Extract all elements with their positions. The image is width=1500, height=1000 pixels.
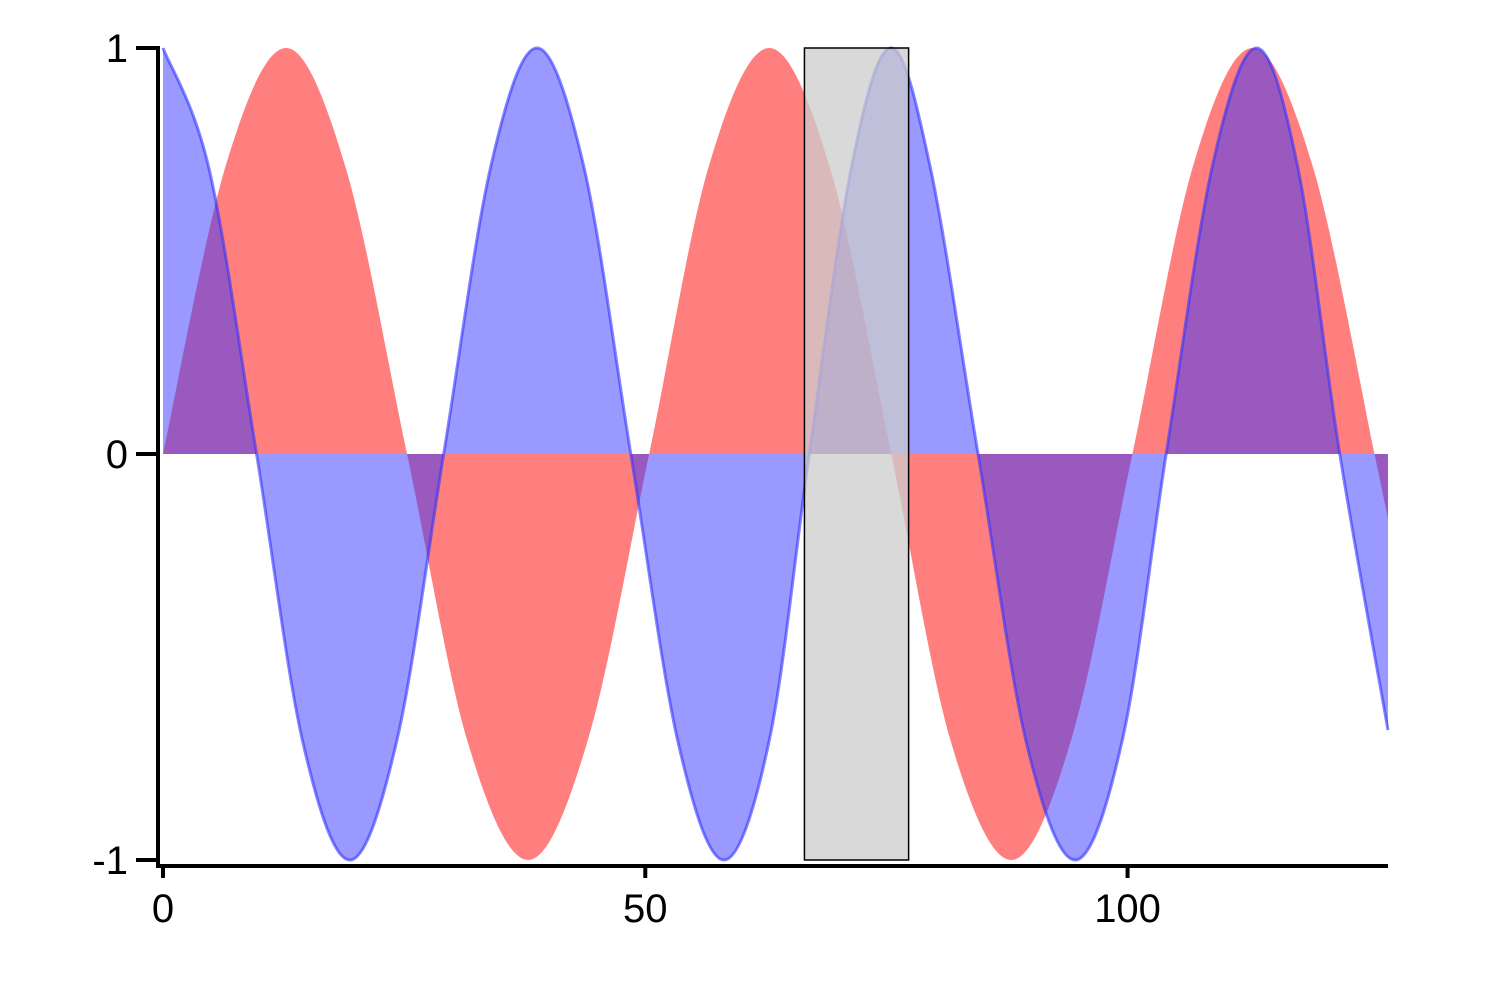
y-tick-label: 0 — [106, 433, 128, 477]
series-2-line — [161, 46, 1390, 862]
x-tick-label: 100 — [1094, 887, 1161, 931]
series-2-area — [163, 47, 1388, 861]
x-tick-label: 0 — [152, 887, 174, 931]
y-tick-label: -1 — [92, 839, 128, 883]
highlight-band — [803, 47, 910, 861]
tick-layer: 0 50 100 1 0 -1 — [92, 27, 1161, 931]
highlight-band-layer — [803, 47, 910, 861]
y-tick-label: 1 — [106, 27, 128, 71]
x-tick-label: 50 — [623, 887, 668, 931]
series-layer — [161, 46, 1390, 862]
